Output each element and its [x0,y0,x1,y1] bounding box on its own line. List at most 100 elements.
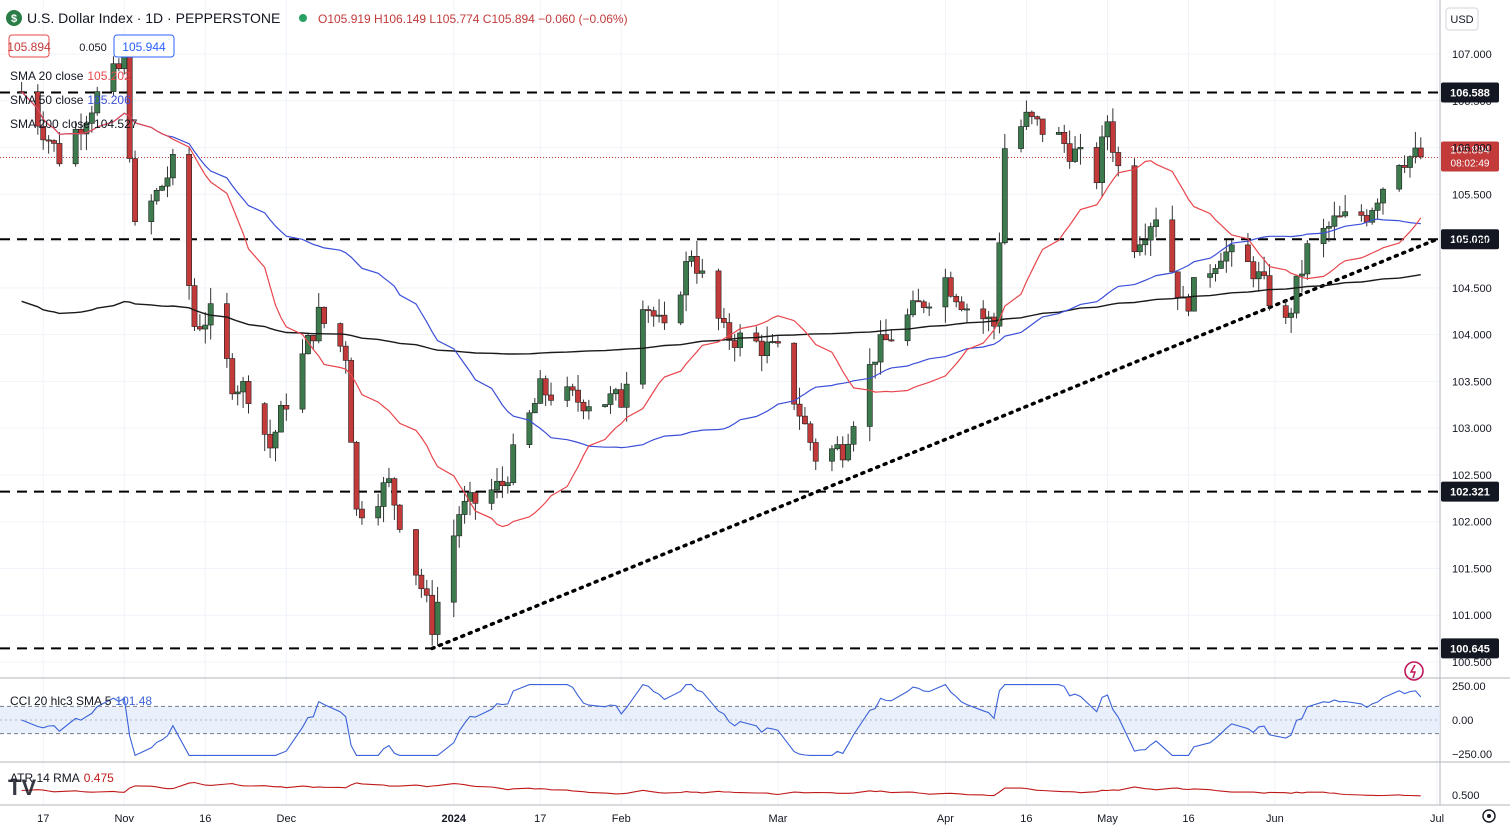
market-status-icon[interactable] [299,14,307,22]
candle-body [1142,239,1149,246]
sma200-value: 104.527 [94,117,138,131]
candle-body [186,154,192,286]
time-tick-label: Mar [768,813,787,825]
candle-body [1320,227,1327,244]
candle-body [1369,210,1376,223]
candle-body [1223,251,1230,262]
candle-body [375,506,382,519]
candle-body [240,381,247,393]
candle-body [764,341,771,356]
candle-body [450,535,457,603]
candle-body [526,412,533,446]
lightning-icon [1409,664,1417,679]
candle-body [564,386,571,401]
candle-body [1077,147,1084,150]
candle-body [83,123,90,135]
price-tick-label: 102.000 [1452,517,1492,529]
price-tick-label: 105.000 [1452,236,1492,248]
candle-body [110,63,117,92]
candle-body [1331,215,1338,227]
candle-body [164,177,171,187]
candle-body [953,295,960,303]
candle-body [267,434,274,449]
candle-body [45,139,52,142]
price-tick-label: 104.500 [1452,283,1492,295]
candle-body [1109,121,1116,153]
symbol-title[interactable]: U.S. Dollar Index · 1D · PEPPERSTONE [27,10,280,26]
sma20-legend[interactable]: SMA 20 close 105.202 [10,69,131,83]
cci-tick-label: 250.00 [1452,681,1486,693]
candle-body [845,443,852,461]
candle-body [812,442,819,462]
candle-body [223,303,230,359]
candle-body [715,270,722,319]
candle-body [159,185,165,191]
candle-body [1401,165,1408,168]
candle-body [348,360,355,443]
candle-body [1261,271,1268,276]
cci-tick-label: −250.00 [1452,749,1492,761]
candle-body [342,345,349,361]
countdown-label: 08:02:49 [1451,158,1490,169]
last-price-badge [1441,141,1499,172]
candle-body [321,306,328,324]
candle-body [1066,143,1073,162]
atr-label: ATR 14 RMA [10,771,80,785]
candle-body [688,255,695,262]
sell-button[interactable] [8,34,50,58]
candle-body [623,383,630,408]
tradingview-logo[interactable]: TV [8,775,36,800]
candle-body [94,91,101,114]
price-tick-label: 105.500 [1452,189,1492,201]
settings-gear-icon[interactable] [1482,809,1496,823]
candle-body [548,394,554,401]
price-axis: 107.000 106.500 106.000 105.500 105.000 104.5… [1452,49,1492,802]
buy-button[interactable] [113,34,175,58]
candle-body [1299,273,1305,277]
candle-body [1380,188,1386,204]
candle-body [1147,226,1154,241]
candle-body [72,128,79,165]
symbol-logo-icon[interactable] [6,10,22,26]
level-badge-label: 106.588 [1450,88,1490,100]
price-tick-label: 106.500 [1452,96,1492,108]
atr-legend[interactable]: ATR 14 RMA 0.475 [10,771,114,785]
candle-body [423,588,430,596]
price-tick-label: 101.000 [1452,610,1492,622]
moving-averages [21,91,1422,528]
candle-body [1396,165,1403,190]
candle-body [504,482,511,487]
candle-body [245,381,252,404]
candle-body [829,448,835,462]
candle-body [461,501,468,515]
candlestick-series [18,40,1424,646]
candle-body [310,335,317,342]
level-badge-label: 102.321 [1450,487,1490,499]
sma200-legend[interactable]: SMA 200 close 104.527 [10,117,138,131]
candle-body [796,403,803,417]
candle-body [996,242,1003,327]
candle-body [683,261,689,296]
candle-body [883,334,889,341]
candle-body [802,415,808,425]
time-tick-label: 16 [1020,813,1032,825]
level-badge [1441,229,1499,250]
candle-body [278,405,284,433]
price-tick-label: 106.000 [1452,143,1492,155]
buy-price: 105.944 [122,40,166,54]
candle-body [1153,219,1159,227]
candle-body [1228,244,1235,253]
settings-gear-center [1487,814,1491,818]
currency-selector[interactable] [1445,7,1479,31]
price-tick-label: 100.500 [1452,657,1492,669]
cci-legend[interactable]: CCI 20 hlc3 SMA 5 101.48 [10,694,152,708]
sma50-label: SMA 50 close [10,93,84,107]
candle-body [1218,260,1224,269]
candle-body [926,306,933,309]
alert-icon[interactable] [1404,661,1424,681]
price-tick-label: 101.500 [1452,563,1492,575]
time-tick-label: Jul [1430,813,1444,825]
sma50-legend[interactable]: SMA 50 close 105.206 [10,93,131,107]
currency-label: USD [1450,14,1473,26]
